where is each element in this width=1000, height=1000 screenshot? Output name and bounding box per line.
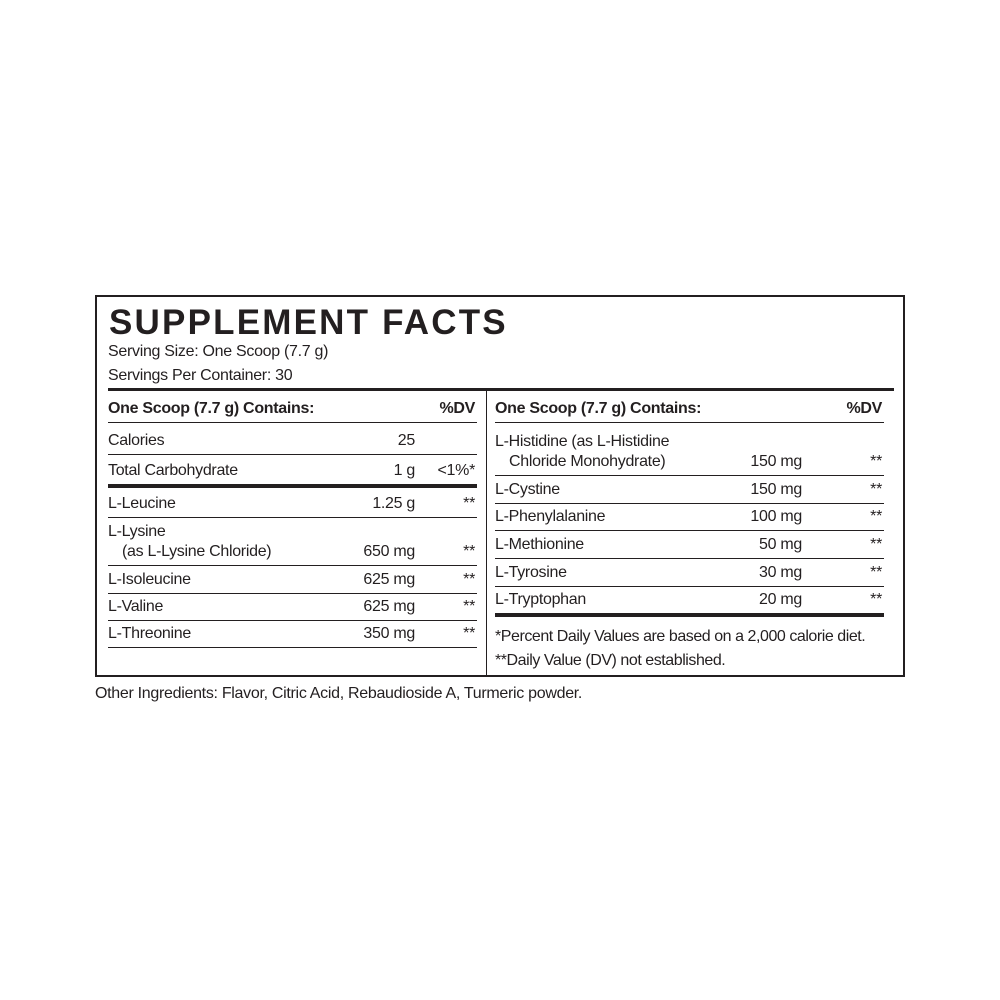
nutrient-row: L-Histidine (as L-Histidine Chloride Mon…: [495, 423, 884, 476]
nutrient-amount: 625 mg: [363, 571, 415, 588]
serving-size: Serving Size: One Scoop (7.7 g): [108, 343, 329, 360]
nutrient-row: L-Tyrosine 30 mg **: [495, 559, 884, 587]
nutrient-name: L-Lysine: [108, 523, 166, 540]
nutrient-row: L-Threonine 350 mg **: [108, 621, 477, 648]
nutrient-row: L-Phenylalanine 100 mg **: [495, 504, 884, 531]
header-dv: %DV: [439, 400, 475, 417]
header-label: One Scoop (7.7 g) Contains:: [495, 400, 702, 417]
nutrient-name: L-Leucine: [108, 495, 176, 512]
nutrient-dv: **: [870, 564, 882, 581]
nutrient-name: L-Tyrosine: [495, 564, 567, 581]
column-header: One Scoop (7.7 g) Contains: %DV: [108, 391, 477, 423]
nutrient-dv: **: [870, 536, 882, 553]
nutrient-name: Calories: [108, 432, 165, 449]
nutrient-row: Total Carbohydrate 1 g <1%*: [108, 455, 477, 488]
left-column: One Scoop (7.7 g) Contains: %DV Calories…: [108, 391, 477, 648]
footnote-percent-dv: *Percent Daily Values are based on a 2,0…: [495, 628, 866, 645]
nutrient-amount: 1.25 g: [372, 495, 415, 512]
nutrient-amount: 150 mg: [750, 453, 802, 470]
nutrient-amount: 100 mg: [750, 508, 802, 525]
right-column: One Scoop (7.7 g) Contains: %DV L-Histid…: [495, 391, 884, 617]
nutrient-row: L-Methionine 50 mg **: [495, 531, 884, 559]
nutrient-name: L-Valine: [108, 598, 164, 615]
nutrient-dv: **: [463, 598, 475, 615]
nutrient-row: L-Isoleucine 625 mg **: [108, 566, 477, 594]
nutrient-name: L-Isoleucine: [108, 571, 191, 588]
thick-divider: [108, 388, 894, 391]
nutrient-name: L-Threonine: [108, 625, 191, 642]
nutrient-dv: **: [463, 571, 475, 588]
nutrient-name: Total Carbohydrate: [108, 462, 238, 479]
nutrient-dv: **: [870, 481, 882, 498]
column-header: One Scoop (7.7 g) Contains: %DV: [495, 391, 884, 423]
nutrient-row: L-Lysine (as L-Lysine Chloride) 650 mg *…: [108, 518, 477, 566]
nutrient-row: L-Valine 625 mg **: [108, 594, 477, 621]
nutrient-amount: 50 mg: [759, 536, 802, 553]
other-ingredients: Other Ingredients: Flavor, Citric Acid, …: [95, 685, 583, 702]
nutrient-amount: 350 mg: [363, 625, 415, 642]
nutrient-amount: 20 mg: [759, 591, 802, 608]
nutrient-dv: **: [463, 495, 475, 512]
header-dv: %DV: [846, 400, 882, 417]
nutrient-dv: **: [870, 591, 882, 608]
nutrient-name: L-Phenylalanine: [495, 508, 606, 525]
nutrient-dv: **: [463, 625, 475, 642]
footnote-dv-not-established: **Daily Value (DV) not established.: [495, 652, 726, 669]
nutrient-name-detail: Chloride Monohydrate): [509, 453, 666, 470]
nutrient-amount: 25: [397, 432, 416, 449]
panel-title: SUPPLEMENT FACTS: [109, 303, 508, 342]
nutrient-dv: <1%*: [437, 462, 476, 479]
nutrient-name: L-Histidine (as L-Histidine: [495, 433, 670, 450]
header-label: One Scoop (7.7 g) Contains:: [108, 400, 315, 417]
nutrient-name: L-Cystine: [495, 481, 560, 498]
nutrient-row: Calories 25: [108, 423, 477, 455]
nutrient-amount: 30 mg: [759, 564, 802, 581]
nutrient-dv: **: [870, 508, 882, 525]
nutrient-name: L-Tryptophan: [495, 591, 586, 608]
nutrient-name-detail: (as L-Lysine Chloride): [122, 543, 272, 560]
supplement-facts-panel: SUPPLEMENT FACTS Serving Size: One Scoop…: [95, 295, 905, 677]
nutrient-amount: 150 mg: [750, 481, 802, 498]
nutrient-dv: **: [463, 543, 475, 560]
nutrient-amount: 650 mg: [363, 543, 415, 560]
servings-per-container: Servings Per Container: 30: [108, 367, 293, 384]
column-divider: [486, 389, 487, 675]
nutrient-amount: 1 g: [393, 462, 416, 479]
nutrient-row: L-Cystine 150 mg **: [495, 476, 884, 504]
nutrient-name: L-Methionine: [495, 536, 584, 553]
nutrient-amount: 625 mg: [363, 598, 415, 615]
nutrient-row: L-Leucine 1.25 g **: [108, 488, 477, 518]
nutrient-dv: **: [870, 453, 882, 470]
nutrient-row: L-Tryptophan 20 mg **: [495, 587, 884, 617]
